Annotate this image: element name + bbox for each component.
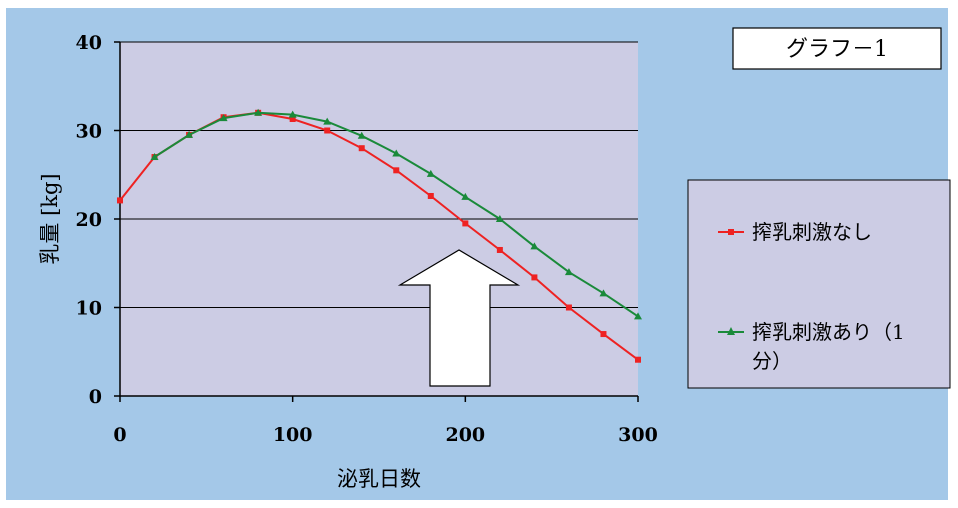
data-point [566, 305, 572, 311]
data-point [324, 128, 330, 134]
graph-label: グラフ－1 [786, 37, 888, 62]
legend-label-1: 搾乳刺激なし [752, 220, 872, 244]
data-point [600, 331, 606, 337]
x-axis-title: 泌乳日数 [337, 467, 421, 491]
x-tick-label-300: 300 [618, 424, 658, 446]
data-point [117, 197, 123, 203]
y-tick-label-40: 40 [76, 32, 102, 54]
data-point [428, 193, 434, 199]
legend-label-2-line-1: 搾乳刺激あり（1 [752, 320, 905, 344]
x-tick-label-100: 100 [273, 424, 313, 446]
data-point [359, 145, 365, 151]
data-point [531, 274, 537, 280]
legend: 搾乳刺激なし 搾乳刺激あり（1 分） [688, 180, 950, 388]
data-point [393, 167, 399, 173]
x-tick-label-200: 200 [445, 424, 485, 446]
y-tick-label-30: 30 [76, 121, 102, 143]
legend-frame [688, 180, 950, 388]
data-point [462, 220, 468, 226]
y-axis-title: 乳量 [kg] [38, 173, 62, 264]
x-tick-label-0: 0 [113, 424, 126, 446]
data-point [635, 357, 641, 363]
y-tick-label-20: 20 [76, 209, 102, 231]
legend-marker-square [728, 229, 734, 235]
legend-label-2-line-2: 分） [752, 349, 792, 373]
data-point [497, 247, 503, 253]
y-tick-label-0: 0 [89, 386, 102, 408]
graph-label-box: グラフ－1 [733, 28, 941, 69]
y-tick-label-10: 10 [76, 298, 102, 320]
